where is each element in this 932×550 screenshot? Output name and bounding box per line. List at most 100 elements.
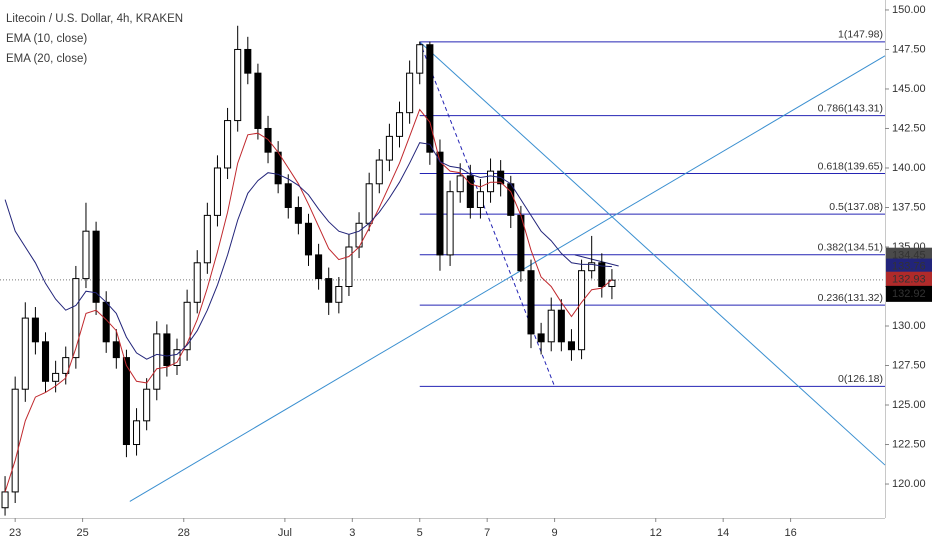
candle-body [274, 151, 282, 185]
x-tick-label: 23 [9, 527, 21, 539]
candle-body [153, 333, 161, 390]
x-tick-label: Jul [278, 527, 292, 539]
candle-body [294, 206, 302, 224]
fib-label: 0.618(139.65) [818, 160, 883, 172]
fib-label: 0.786(143.31) [818, 102, 883, 114]
x-tick-label: 14 [717, 527, 729, 539]
candle-body [476, 191, 484, 208]
y-tick-label: 120.00 [892, 478, 926, 490]
y-tick-label: 140.00 [892, 162, 926, 174]
candle-body [112, 341, 120, 359]
candle-body [335, 285, 343, 303]
trendline [574, 254, 619, 267]
fib-label: 0(126.18) [838, 373, 883, 385]
candle-body [1, 491, 9, 509]
candle-body [487, 170, 495, 193]
fib-label: 1(147.98) [838, 29, 883, 41]
candle-body [31, 317, 39, 343]
ema-line [4, 142, 612, 360]
candle-body [72, 278, 80, 359]
price-badge-label: 132.93 [892, 274, 926, 286]
candle-body [456, 175, 464, 193]
candle-body [92, 230, 100, 303]
candle-body [385, 135, 393, 161]
candle-body [557, 309, 565, 343]
candle-body [315, 254, 323, 280]
y-tick-label: 142.50 [892, 122, 926, 134]
candle-body [52, 372, 60, 382]
candle-body [375, 159, 383, 185]
candle-body [133, 420, 141, 446]
fib-label: 0.5(137.08) [829, 201, 883, 213]
candle-body [41, 341, 50, 382]
y-tick-label: 145.00 [892, 83, 926, 95]
candle-body [406, 72, 414, 114]
candle-body [163, 333, 171, 367]
x-tick-label: 16 [784, 527, 796, 539]
candle-body [304, 222, 313, 256]
candle-body [416, 44, 424, 74]
candle-body [224, 120, 232, 169]
candle-body [203, 214, 211, 264]
candle-body [527, 270, 535, 335]
y-tick-label: 125.00 [892, 399, 926, 411]
legend-title: Litecoin / U.S. Dollar, 4h, KRAKEN [6, 13, 183, 25]
trendline [129, 55, 886, 502]
candle-body [183, 301, 191, 351]
candle-body [507, 183, 515, 216]
x-tick-label: 12 [650, 527, 662, 539]
legend-entry: EMA (20, close) [6, 53, 87, 65]
candle-body [426, 44, 434, 153]
y-tick-label: 130.00 [892, 320, 926, 332]
legend-entry: EMA (10, close) [6, 33, 87, 45]
candle-body [213, 167, 221, 216]
trendline [419, 41, 886, 466]
x-tick-label: 28 [178, 527, 190, 539]
y-tick-label: 127.50 [892, 359, 926, 371]
candle-body [547, 309, 555, 343]
x-tick-label: 9 [552, 527, 558, 539]
x-tick-label: 7 [484, 527, 490, 539]
fib-label: 0.382(134.51) [818, 242, 883, 254]
candle-body [284, 183, 292, 208]
candle-body [82, 230, 90, 280]
candle-body [466, 175, 474, 208]
candle-body [537, 333, 545, 343]
candle-body [578, 270, 586, 351]
price-badge [886, 285, 932, 302]
price-badge [886, 271, 932, 288]
candle-body [62, 357, 70, 374]
candle-body [567, 341, 575, 351]
candle-body [446, 191, 454, 256]
ema-line [4, 108, 613, 493]
plot-area: 1(147.98) 0.786(143.31) 0.618(139.65) 0.5(1… [0, 25, 886, 516]
candle-body [395, 112, 404, 137]
candle-body [254, 72, 262, 129]
candle-body [345, 246, 353, 287]
candle-body [588, 262, 596, 272]
y-tick-label: 147.50 [892, 43, 926, 55]
candle-body [21, 317, 29, 390]
candle-body [122, 357, 130, 446]
y-tick-label: 122.50 [892, 438, 926, 450]
x-tick-label: 3 [349, 527, 355, 539]
candle-body [244, 48, 252, 74]
candle-body [143, 388, 151, 422]
y-tick-label: 137.50 [892, 201, 926, 213]
x-tick-label: 5 [417, 527, 423, 539]
price-badge-label: 133.76 [892, 260, 926, 272]
fib-label: 0.236(131.32) [818, 292, 883, 304]
candle-body [436, 151, 444, 256]
candle-body [325, 278, 333, 303]
y-tick-label: 150.00 [892, 4, 926, 16]
candle-body [598, 262, 606, 287]
candle-body [365, 183, 373, 224]
price-badge-label: 132.92 [892, 288, 926, 300]
x-tick-label: 25 [76, 527, 88, 539]
candle-body [234, 48, 242, 122]
candle-body [11, 388, 19, 493]
price-badge [886, 258, 932, 275]
